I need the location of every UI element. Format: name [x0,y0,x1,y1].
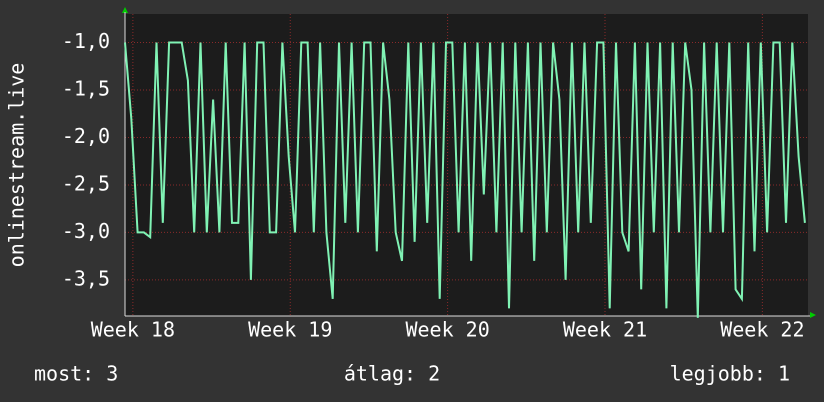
footer-now: most: 3 [34,362,118,386]
y-tick-label: -2,0 [62,124,110,148]
x-arrow [810,312,816,318]
x-tick-label: Week 22 [720,318,804,342]
y-tick-label: -1,5 [62,76,110,100]
y-tick-label: -2,5 [62,171,110,195]
x-tick-label: Week 19 [248,318,332,342]
y-tick-label: -3,5 [62,266,110,290]
y-axis-label: onlinestream.live [5,63,29,268]
x-tick-label: Week 18 [91,318,175,342]
series-line [124,41,806,318]
footer-best: legjobb: 1 [670,362,790,386]
y-tick-label: -3,0 [62,219,110,243]
y-tick-label: -1,0 [62,29,110,53]
y-arrow [122,7,128,13]
x-tick-label: Week 20 [405,318,489,342]
x-tick-label: Week 21 [563,318,647,342]
footer-avg: átlag: 2 [344,362,440,386]
